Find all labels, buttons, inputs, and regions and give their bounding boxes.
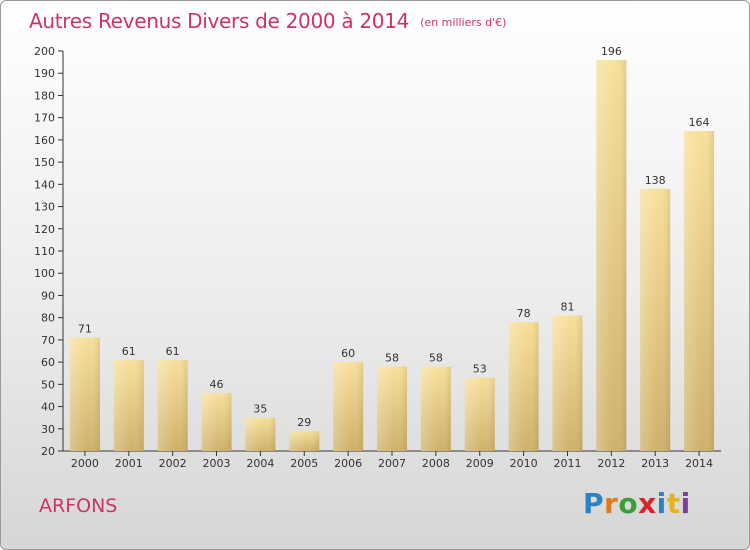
bar-shade-2001 (113, 359, 144, 451)
chart-title: Autres Revenus Divers de 2000 à 2014 (29, 9, 410, 33)
y-tick-label: 60 (41, 356, 55, 369)
bar-shade-2014 (684, 131, 715, 451)
data-label-2014: 164 (689, 116, 710, 129)
data-label-2010: 78 (517, 307, 531, 320)
y-tick-label: 140 (34, 178, 55, 191)
bar-shade-2009 (464, 377, 495, 451)
x-tick-label-2014: 2014 (685, 457, 713, 470)
y-tick-label: 120 (34, 223, 55, 236)
bar-shade-2002 (157, 359, 188, 451)
x-tick-label-2013: 2013 (641, 457, 669, 470)
y-tick-label: 90 (41, 289, 55, 302)
y-tick-label: 200 (34, 45, 55, 58)
bar-shade-2003 (201, 393, 232, 451)
logo-letter: x (638, 487, 657, 520)
data-label-2004: 35 (253, 403, 267, 416)
logo-letter: o (618, 487, 639, 520)
x-tick-label-2003: 2003 (203, 457, 231, 470)
bar-shade-2012 (596, 59, 627, 452)
bar-shade-2011 (552, 315, 583, 451)
y-tick-label: 110 (34, 245, 55, 258)
bar-shade-2004 (245, 417, 276, 451)
bar-shade-2000 (69, 337, 100, 451)
y-tick-label: 80 (41, 312, 55, 325)
x-tick-label-2011: 2011 (553, 457, 581, 470)
y-tick-label: 150 (34, 156, 55, 169)
data-label-2013: 138 (645, 174, 666, 187)
data-label-2003: 46 (210, 378, 224, 391)
data-label-2006: 60 (341, 347, 355, 360)
y-tick-label: 40 (41, 401, 55, 414)
x-tick-label-2001: 2001 (115, 457, 143, 470)
logo-letter: i (680, 487, 691, 520)
data-label-2009: 53 (473, 363, 487, 376)
y-tick-label: 30 (41, 423, 55, 436)
y-tick-label: 160 (34, 134, 55, 147)
x-tick-label-2009: 2009 (466, 457, 494, 470)
x-tick-label-2002: 2002 (159, 457, 187, 470)
y-tick-label: 180 (34, 89, 55, 102)
y-tick-label: 20 (41, 445, 55, 458)
bar-shade-2007 (377, 366, 407, 451)
data-label-2008: 58 (429, 352, 443, 365)
data-label-2011: 81 (560, 300, 574, 313)
bar-shade-2013 (640, 188, 671, 451)
y-tick-label: 130 (34, 201, 55, 214)
x-tick-label-2008: 2008 (422, 457, 450, 470)
data-labels: 71 61 61 46 35 29 60 58 58 53 78 81 196 138 164 (78, 45, 710, 429)
data-label-2000: 71 (78, 323, 92, 336)
x-axis: 2000 2001 2002 2003 2004 2005 2006 2007 2008 2009… (63, 450, 721, 470)
y-tick-label: 170 (34, 112, 55, 125)
y-tick-label: 190 (34, 67, 55, 80)
logo-letter: t (666, 487, 681, 520)
logo-letter: r (604, 487, 619, 520)
chart-title-row: Autres Revenus Divers de 2000 à 2014 (en… (29, 9, 506, 33)
data-label-2001: 61 (122, 345, 136, 358)
x-tick-label-2004: 2004 (246, 457, 274, 470)
bar-shade-2010 (508, 322, 539, 451)
data-label-2005: 29 (297, 416, 311, 429)
x-tick-label-2007: 2007 (378, 457, 406, 470)
y-tick-label: 50 (41, 378, 55, 391)
x-tick-label-2010: 2010 (510, 457, 538, 470)
chart-unit-note: (en milliers d'€) (420, 16, 507, 29)
bar-shade-2008 (420, 366, 451, 451)
data-label-2007: 58 (385, 352, 399, 365)
x-tick-label-2006: 2006 (334, 457, 362, 470)
logo-letter: i (656, 487, 667, 520)
bar-shade-2005 (289, 431, 320, 451)
y-axis: 20 30 40 50 60 70 80 90 100 110 120 130 140 150 160 170… (34, 45, 64, 458)
commune-name: ARFONS (39, 495, 118, 517)
x-tick-label-2012: 2012 (597, 457, 625, 470)
bar-shade-2006 (333, 362, 364, 451)
data-label-2002: 61 (166, 345, 180, 358)
bars (69, 59, 715, 452)
y-tick-label: 100 (34, 267, 55, 280)
proxiti-logo[interactable]: Proxiti (583, 487, 691, 520)
x-tick-label-2000: 2000 (71, 457, 99, 470)
y-tick-label: 70 (41, 334, 55, 347)
logo-letter: P (583, 487, 605, 520)
x-tick-label-2005: 2005 (290, 457, 318, 470)
data-label-2012: 196 (601, 45, 622, 58)
